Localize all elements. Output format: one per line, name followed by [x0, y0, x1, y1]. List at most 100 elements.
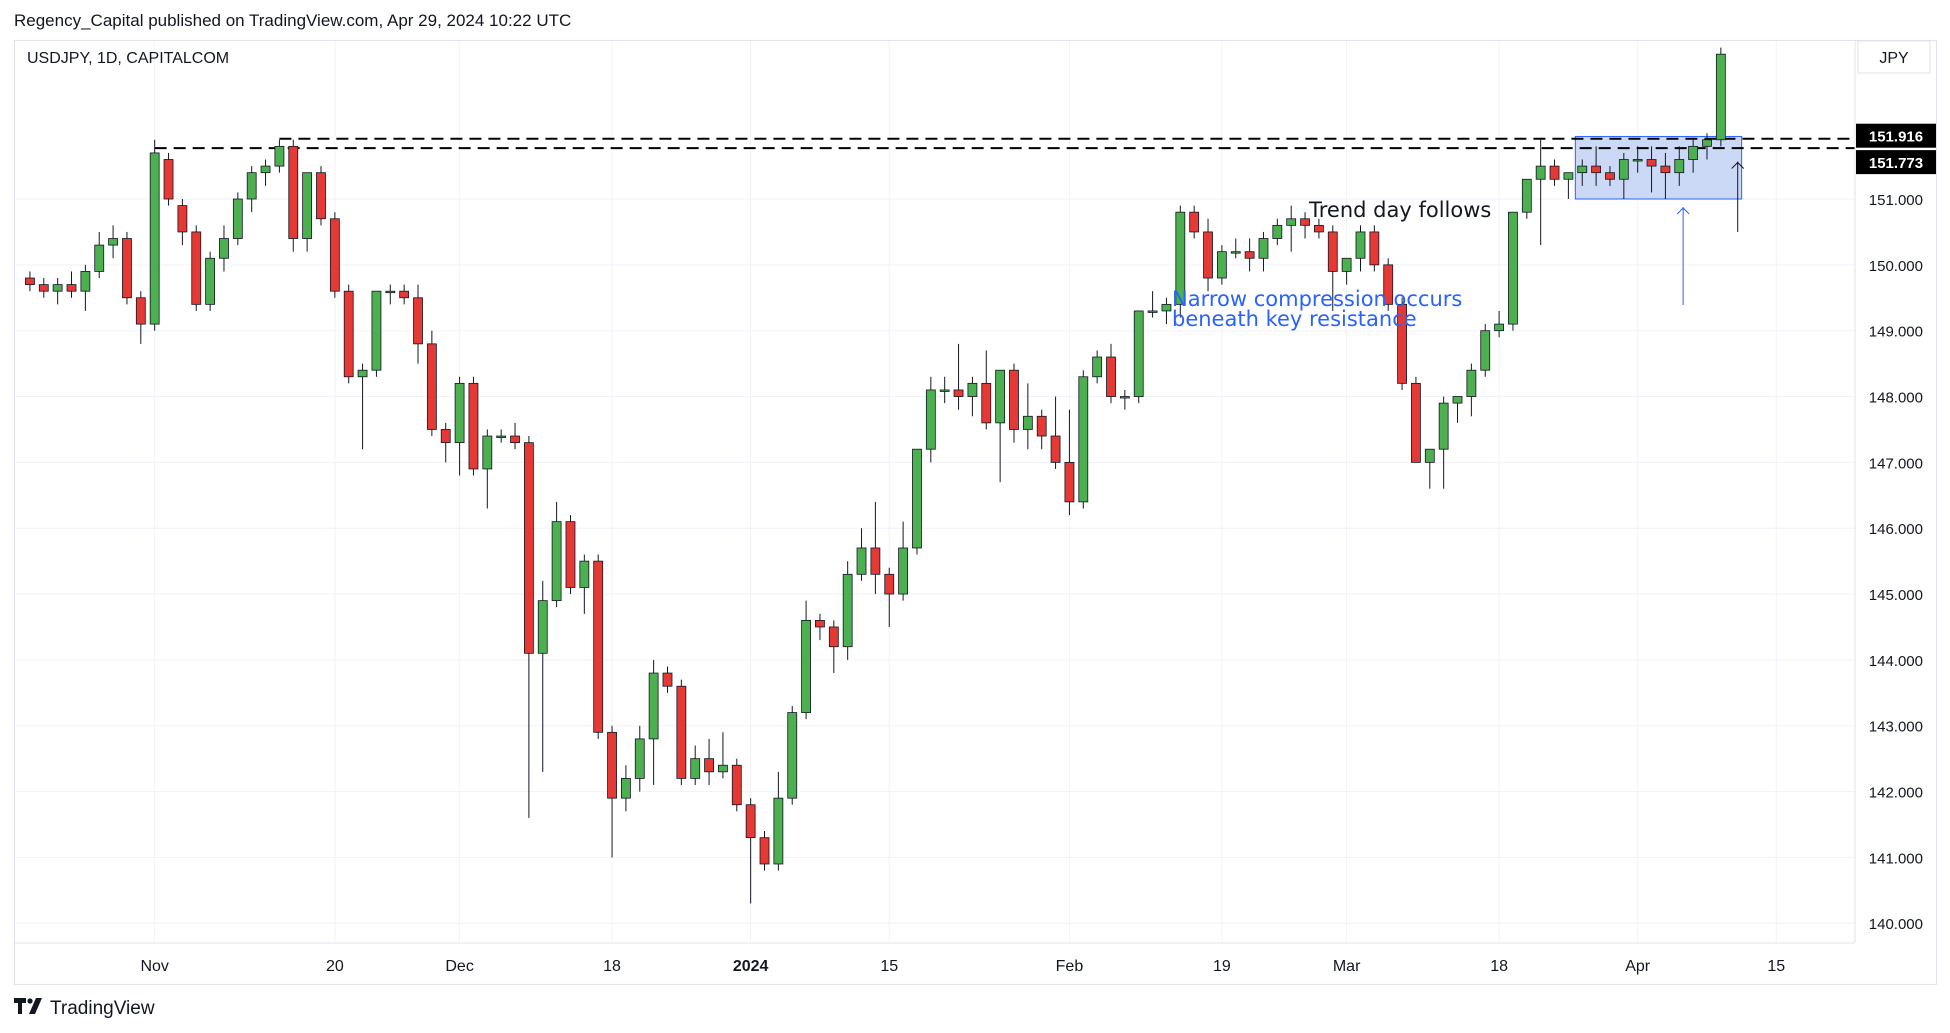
- candle-body: [1300, 218, 1310, 226]
- candle-body: [1230, 251, 1241, 254]
- currency-label: JPY: [1879, 50, 1909, 67]
- candle-body: [884, 573, 895, 595]
- candle-body: [1577, 165, 1588, 174]
- candle-body: [1341, 257, 1352, 272]
- y-tick-label: 148.000: [1869, 390, 1923, 407]
- candle-body: [246, 172, 257, 200]
- annotation-text-compression: beneath key resistance: [1172, 307, 1417, 331]
- candle-body: [759, 837, 770, 865]
- candle-body: [191, 231, 202, 305]
- candle-body: [1535, 165, 1546, 180]
- candle-body: [426, 343, 437, 430]
- candle-body: [260, 165, 271, 174]
- candle-body: [80, 271, 91, 292]
- candle-body: [1327, 231, 1338, 272]
- resistance-lines: [154, 137, 1855, 150]
- symbol-label: USDJPY, 1D, CAPITALCOM: [27, 50, 229, 67]
- candle-body: [482, 435, 493, 470]
- candle-body: [579, 560, 590, 588]
- candle-body: [704, 758, 714, 773]
- candle-body: [177, 205, 188, 233]
- candle-body: [745, 804, 756, 839]
- candle-body: [1521, 178, 1532, 213]
- candle-body: [371, 290, 382, 371]
- candle-body: [440, 429, 451, 444]
- x-tick-label: Mar: [1333, 958, 1361, 975]
- candle-body: [593, 560, 604, 733]
- candle-body: [856, 547, 867, 575]
- annotation-arrowhead-blue: [1676, 207, 1690, 215]
- candle-body: [690, 758, 701, 779]
- x-tick-label: Apr: [1625, 958, 1651, 975]
- x-tick-label: 20: [326, 958, 344, 975]
- candle-body: [565, 521, 576, 588]
- candle-body: [510, 435, 520, 444]
- candle-body: [1383, 264, 1394, 305]
- candle-body: [1216, 251, 1227, 279]
- candle-body: [468, 382, 479, 470]
- candle-body: [898, 547, 909, 595]
- x-tick-label: 18: [1490, 958, 1508, 975]
- candle-body: [1605, 172, 1615, 180]
- candle-body: [25, 277, 35, 286]
- footer-brand-label: TradingView: [50, 998, 155, 1019]
- y-tick-label: 151.000: [1869, 192, 1923, 209]
- candle-body: [1119, 396, 1130, 399]
- candle-body: [1314, 224, 1324, 233]
- annotation-text-compression: Narrow compression occurs: [1172, 287, 1462, 311]
- axes: 140.000 141.000 142.000 143.000 144.000 145.0…: [15, 41, 1936, 975]
- candle-body: [787, 712, 798, 799]
- candle-body: [1466, 369, 1477, 397]
- candle-body: [1715, 53, 1726, 141]
- candle-body: [995, 369, 1006, 424]
- candle-body: [648, 672, 659, 740]
- candle-body: [1508, 211, 1518, 325]
- candle-body: [163, 159, 174, 200]
- candle-body: [316, 172, 326, 220]
- x-tick-label: Nov: [140, 958, 168, 975]
- candle-body: [1494, 323, 1504, 332]
- y-tick-label: 143.000: [1869, 719, 1923, 736]
- candle-body: [1022, 415, 1033, 430]
- candle-body: [205, 257, 216, 305]
- candle-body: [1702, 139, 1712, 147]
- candle-body: [773, 797, 784, 865]
- candle-body: [232, 198, 243, 239]
- candle-body: [1480, 330, 1491, 371]
- x-tick-label: 18: [603, 958, 621, 975]
- candle-body: [149, 152, 160, 325]
- candle-body: [135, 297, 146, 325]
- candle-body: [1244, 251, 1255, 259]
- candle-body: [94, 244, 105, 272]
- candle-body: [815, 619, 825, 628]
- candle-body: [1452, 396, 1463, 404]
- currency-badge[interactable]: JPY: [1857, 41, 1931, 74]
- candle-body: [1286, 218, 1297, 226]
- y-tick-label: 140.000: [1869, 916, 1923, 933]
- candle-body: [1258, 238, 1269, 259]
- candle-body: [274, 145, 285, 167]
- x-tick-label: 19: [1213, 958, 1231, 975]
- candle-body: [288, 145, 299, 239]
- candle-body: [454, 382, 465, 444]
- x-tick-label: Feb: [1056, 958, 1084, 975]
- x-tick-label: 15: [880, 958, 898, 975]
- candle-body: [1064, 461, 1075, 503]
- candle-body: [925, 389, 936, 450]
- candle-body: [551, 521, 562, 602]
- candle-body: [1660, 165, 1671, 174]
- annotation-text-trend-day: Trend day follows: [1308, 198, 1491, 222]
- chart-frame[interactable]: Narrow compression occurs beneath key res…: [14, 40, 1937, 985]
- candle-body: [52, 284, 63, 292]
- candle-body: [1632, 159, 1643, 162]
- y-tick-label: 142.000: [1869, 785, 1923, 802]
- candle-body: [1591, 165, 1602, 174]
- candle-body: [1203, 231, 1213, 279]
- candle-body: [842, 573, 853, 648]
- candle-body: [1189, 211, 1200, 233]
- candle-body: [912, 448, 922, 549]
- candle-body: [1161, 303, 1172, 312]
- candle-body: [607, 731, 617, 799]
- candle-body: [1563, 172, 1574, 180]
